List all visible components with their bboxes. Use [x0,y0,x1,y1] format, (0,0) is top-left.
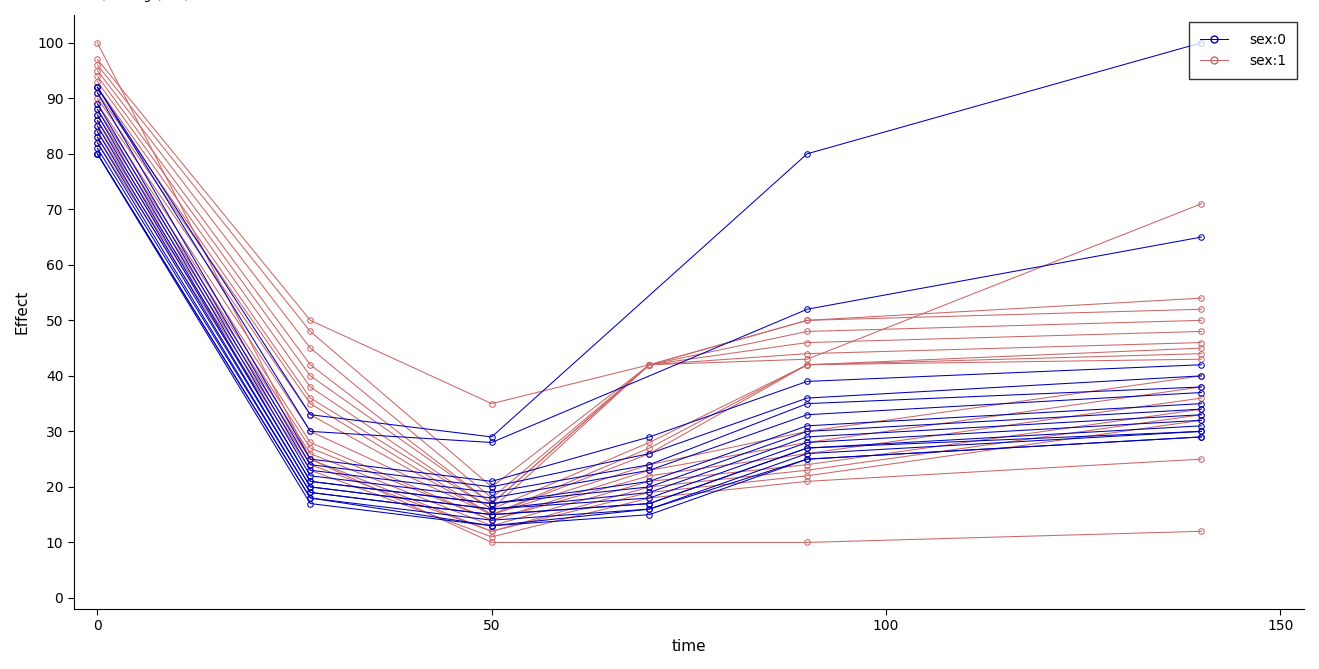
Legend: sex:0, sex:1: sex:0, sex:1 [1190,22,1297,79]
X-axis label: time: time [671,639,706,654]
Y-axis label: Effect: Effect [15,290,30,334]
Text: Total/Average/Min/Max numbers of observations:    232    7.25    4    8: Total/Average/Min/Max numbers of observa… [74,0,510,1]
